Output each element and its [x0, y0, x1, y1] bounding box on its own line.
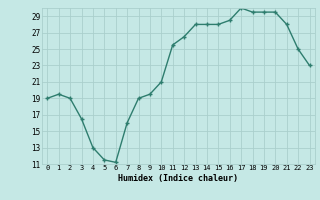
X-axis label: Humidex (Indice chaleur): Humidex (Indice chaleur): [118, 174, 238, 183]
